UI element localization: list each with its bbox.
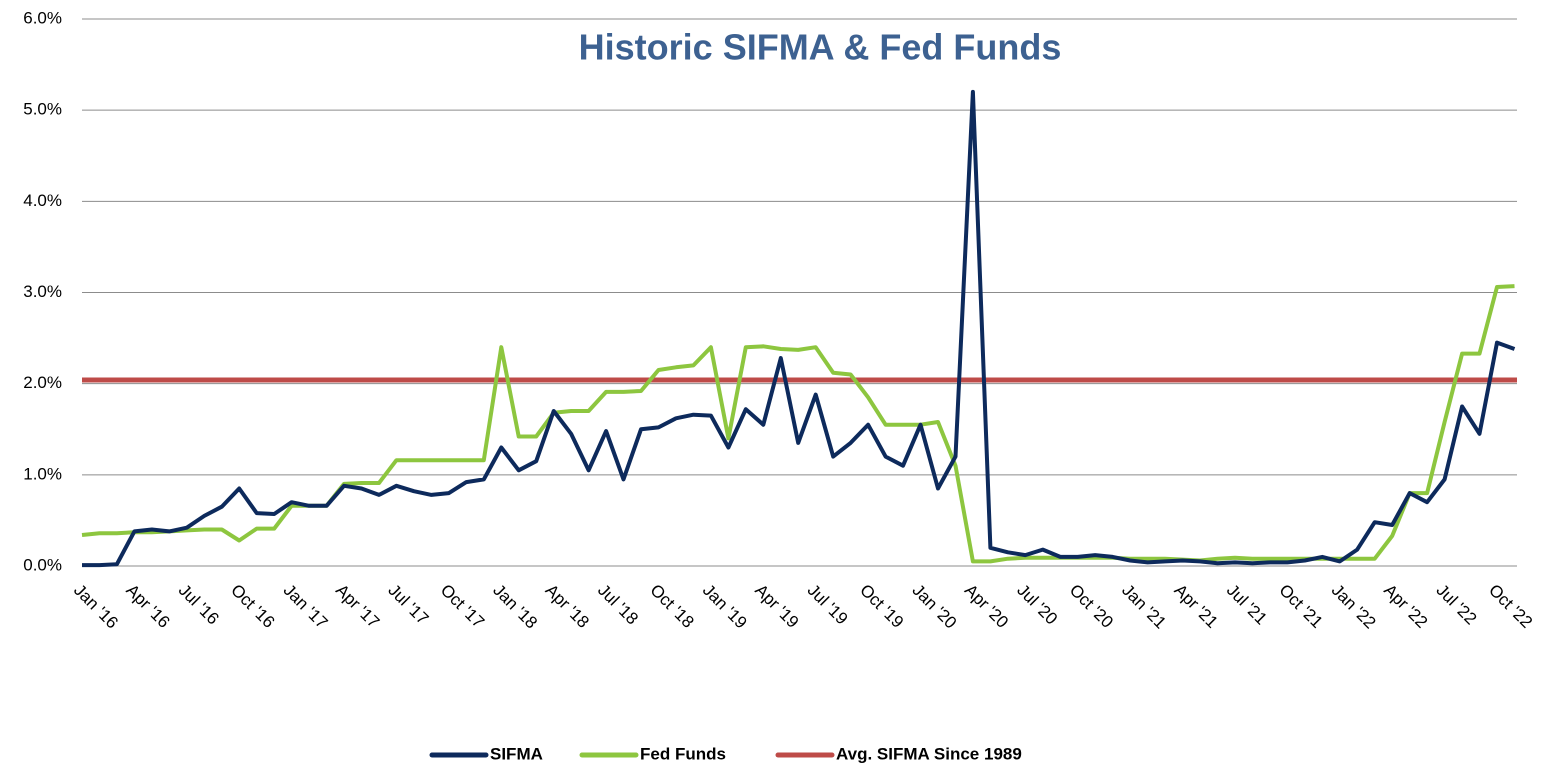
x-tick-label: Apr '21 [1171,581,1222,632]
x-tick-label: Oct '17 [437,581,488,632]
legend-label: Fed Funds [640,744,726,763]
legend-label: Avg. SIFMA Since 1989 [836,744,1022,763]
x-tick-label: Oct '18 [646,581,697,632]
x-tick-label: Jul '18 [594,581,642,629]
legend-label: SIFMA [490,744,543,763]
x-tick-label: Apr '19 [751,581,802,632]
x-tick-label: Oct '22 [1485,581,1536,632]
x-tick-label: Apr '22 [1380,581,1431,632]
x-tick-label: Jul '20 [1013,581,1061,629]
x-tick-label: Jul '19 [804,581,852,629]
x-tick-label: Jul '22 [1433,581,1481,629]
x-tick-label: Oct '16 [227,581,278,632]
y-tick-label: 1.0% [23,464,62,483]
y-tick-label: 0.0% [23,555,62,574]
x-tick-label: Jan '19 [699,581,751,633]
x-tick-label: Apr '17 [332,581,383,632]
x-tick-label: Jan '17 [280,581,332,633]
y-tick-label: 2.0% [23,373,62,392]
series-line [82,89,1516,568]
x-tick-label: Apr '20 [961,581,1012,632]
x-tick-label: Oct '19 [856,581,907,632]
x-tick-label: Jan '18 [489,581,541,633]
y-tick-label: 6.0% [23,8,62,27]
x-tick-label: Apr '16 [122,581,173,632]
chart-title: Historic SIFMA & Fed Funds [579,27,1062,68]
x-tick-label: Apr '18 [542,581,593,632]
x-tick-label: Oct '20 [1066,581,1117,632]
y-tick-label: 3.0% [23,282,62,301]
x-tick-label: Jul '21 [1223,581,1271,629]
y-tick-label: 4.0% [23,191,62,210]
x-tick-label: Oct '21 [1275,581,1326,632]
x-tick-label: Jul '16 [175,581,223,629]
series-line [81,284,1515,564]
x-tick-label: Jul '17 [384,581,432,629]
x-tick-label: Jan '16 [70,581,122,633]
x-tick-label: Jan '20 [909,581,961,633]
x-tick-label: Jan '21 [1118,581,1170,633]
x-tick-label: Jan '22 [1328,581,1380,633]
y-tick-label: 5.0% [23,100,62,119]
